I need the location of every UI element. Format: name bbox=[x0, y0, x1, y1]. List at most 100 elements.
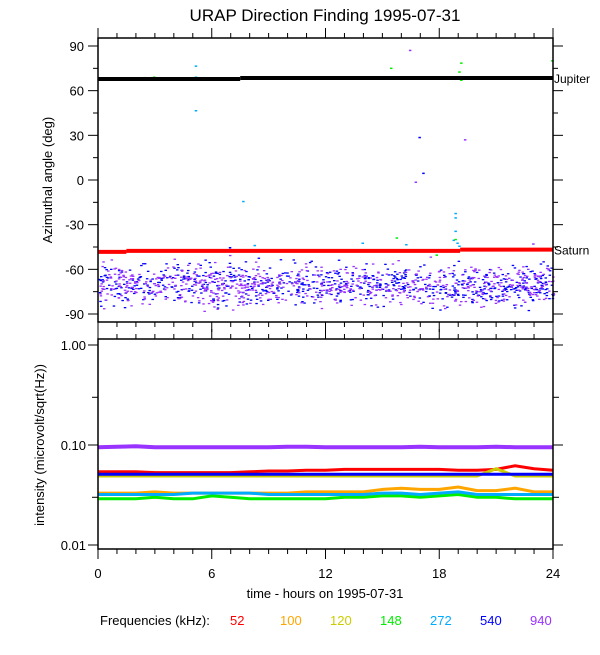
scatter-point-940 bbox=[536, 295, 539, 297]
scatter-point-940 bbox=[246, 286, 249, 288]
scatter-point-940 bbox=[297, 292, 301, 294]
scatter-point-540 bbox=[297, 286, 301, 288]
scatter-point-540 bbox=[288, 281, 291, 283]
scatter-point-540 bbox=[425, 288, 428, 290]
scatter-point-940 bbox=[428, 283, 431, 286]
scatter-point-540 bbox=[290, 282, 294, 284]
scatter-point-540 bbox=[265, 279, 268, 281]
scatter-point-540 bbox=[419, 276, 423, 278]
scatter-point-940 bbox=[266, 285, 270, 287]
scatter-point-940 bbox=[368, 282, 372, 284]
scatter-point-940 bbox=[141, 303, 144, 305]
scatter-point-940 bbox=[407, 286, 410, 288]
scatter-point-940 bbox=[402, 282, 405, 284]
scatter-point-540 bbox=[227, 285, 230, 287]
scatter-point-940 bbox=[385, 289, 389, 291]
scatter-point-540 bbox=[396, 273, 399, 275]
scatter-point-940 bbox=[247, 294, 250, 296]
scatter-point-540 bbox=[471, 302, 474, 304]
scatter-point-540 bbox=[440, 288, 443, 291]
scatter-point-540 bbox=[541, 285, 544, 287]
scatter-point-940 bbox=[361, 269, 364, 271]
scatter-point-540 bbox=[393, 275, 396, 277]
scatter-point-540 bbox=[198, 275, 201, 277]
scatter-point-940 bbox=[231, 285, 234, 287]
scatter-point-540 bbox=[392, 285, 396, 287]
scatter-point-540 bbox=[170, 286, 173, 288]
scatter-point-540 bbox=[432, 294, 436, 297]
scatter-point-940 bbox=[272, 291, 275, 293]
scatter-point-272 bbox=[253, 244, 256, 247]
scatter-point-940 bbox=[335, 302, 339, 304]
scatter-point-540 bbox=[416, 280, 420, 282]
scatter-point-540 bbox=[349, 299, 353, 301]
scatter-point-540 bbox=[546, 288, 549, 290]
scatter-point-540 bbox=[376, 306, 380, 308]
scatter-point-540 bbox=[382, 305, 385, 308]
scatter-point-940 bbox=[361, 276, 365, 278]
scatter-point-540 bbox=[394, 289, 398, 291]
scatter-point-940 bbox=[548, 280, 551, 283]
scatter-point-540 bbox=[505, 299, 509, 301]
scatter-point-540 bbox=[277, 290, 280, 292]
scatter-point-940 bbox=[262, 270, 266, 272]
scatter-point-940 bbox=[214, 261, 217, 264]
scatter-point-540 bbox=[296, 274, 299, 277]
scatter-point-272 bbox=[454, 230, 457, 233]
scatter-point-540 bbox=[428, 295, 431, 297]
scatter-point-940 bbox=[253, 277, 256, 279]
scatter-point-940 bbox=[242, 276, 245, 278]
scatter-point-940 bbox=[174, 284, 177, 286]
azimuth-y-axis-label: Azimuthal angle (deg) bbox=[40, 117, 55, 243]
scatter-point-540 bbox=[286, 272, 289, 274]
scatter-point-940 bbox=[331, 284, 334, 286]
legend-item-148: 148 bbox=[380, 613, 402, 628]
scatter-point-540 bbox=[228, 275, 231, 278]
series-line-940 bbox=[97, 444, 553, 450]
scatter-point-540 bbox=[367, 289, 370, 292]
y-tick-label: 0.10 bbox=[61, 438, 86, 453]
scatter-point-540 bbox=[229, 273, 233, 275]
scatter-point-272 bbox=[405, 244, 408, 246]
scatter-point-940 bbox=[159, 290, 162, 292]
scatter-point-940 bbox=[143, 290, 146, 292]
scatter-point-940 bbox=[102, 261, 105, 263]
scatter-point-148 bbox=[390, 67, 393, 70]
scatter-point-540 bbox=[340, 278, 343, 280]
scatter-point-540 bbox=[306, 289, 310, 291]
scatter-point-940 bbox=[126, 300, 130, 302]
scatter-point-940 bbox=[542, 298, 546, 301]
scatter-point-940 bbox=[444, 307, 447, 310]
scatter-point-540 bbox=[490, 297, 494, 299]
scatter-point-540 bbox=[356, 285, 359, 287]
scatter-point-540 bbox=[456, 293, 460, 295]
scatter-point-540 bbox=[230, 276, 234, 278]
scatter-point-940 bbox=[525, 275, 529, 277]
scatter-point-540 bbox=[216, 272, 219, 274]
scatter-point-940 bbox=[256, 281, 259, 283]
scatter-point-940 bbox=[229, 277, 232, 279]
scatter-point-540 bbox=[541, 274, 545, 277]
scatter-point-940 bbox=[213, 306, 216, 308]
scatter-point-940 bbox=[164, 298, 167, 300]
scatter-point-940 bbox=[319, 301, 322, 303]
scatter-point-940 bbox=[282, 286, 285, 288]
scatter-point-540 bbox=[475, 292, 478, 294]
scatter-point-540 bbox=[513, 291, 517, 293]
scatter-point-540 bbox=[385, 283, 388, 285]
scatter-point-940 bbox=[302, 278, 306, 281]
scatter-point-540 bbox=[212, 275, 216, 277]
scatter-point-540 bbox=[454, 290, 457, 293]
scatter-point-540 bbox=[531, 270, 534, 272]
scatter-point-540 bbox=[485, 299, 488, 302]
scatter-point-940 bbox=[108, 274, 111, 276]
scatter-point-940 bbox=[537, 290, 541, 293]
scatter-point-540 bbox=[534, 278, 537, 280]
scatter-point-272 bbox=[454, 217, 457, 219]
scatter-point-940 bbox=[371, 286, 374, 288]
scatter-point-540 bbox=[127, 287, 131, 289]
scatter-point-940 bbox=[475, 290, 478, 292]
scatter-point-940 bbox=[369, 277, 372, 279]
scatter-point-540 bbox=[160, 278, 163, 280]
scatter-point-148 bbox=[454, 238, 457, 241]
